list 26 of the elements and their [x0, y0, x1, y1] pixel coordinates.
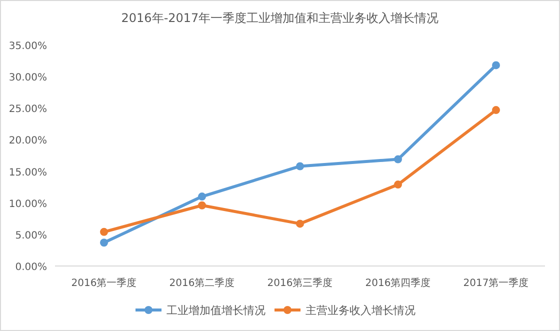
- y-tick-label: 5.00%: [15, 230, 47, 242]
- y-tick-label: 10.00%: [8, 198, 47, 210]
- point: [198, 201, 206, 210]
- point: [296, 220, 304, 228]
- x-tick-label: 2016第一季度: [71, 277, 137, 289]
- point: [100, 228, 108, 236]
- point: [198, 192, 206, 201]
- point: [492, 61, 500, 70]
- x-tick-label: 2016第三季度: [267, 277, 333, 289]
- y-tick-label: 25.00%: [8, 104, 47, 116]
- x-tick-label: 2017第一季度: [463, 277, 529, 289]
- y-tick-label: 0.00%: [15, 262, 47, 273]
- y-tick-label: 30.00%: [8, 72, 47, 84]
- point: [394, 180, 402, 189]
- chart-title: 2016年-2017年一季度工业增加值和主营业务收入增长情况: [121, 11, 439, 25]
- legend-label: 主营业务收入增长情况: [306, 304, 416, 317]
- point: [492, 106, 500, 114]
- point: [100, 238, 108, 247]
- y-tick-label: 35.00%: [8, 41, 47, 52]
- x-tick-label: 2016第二季度: [169, 277, 235, 289]
- x-tick-label: 2016第四季度: [365, 277, 431, 289]
- y-tick-label: 15.00%: [8, 167, 47, 178]
- point: [394, 155, 402, 164]
- legend-label: 工业增加值增长情况: [166, 304, 266, 317]
- point: [296, 162, 304, 170]
- y-tick-label: 20.00%: [8, 136, 47, 147]
